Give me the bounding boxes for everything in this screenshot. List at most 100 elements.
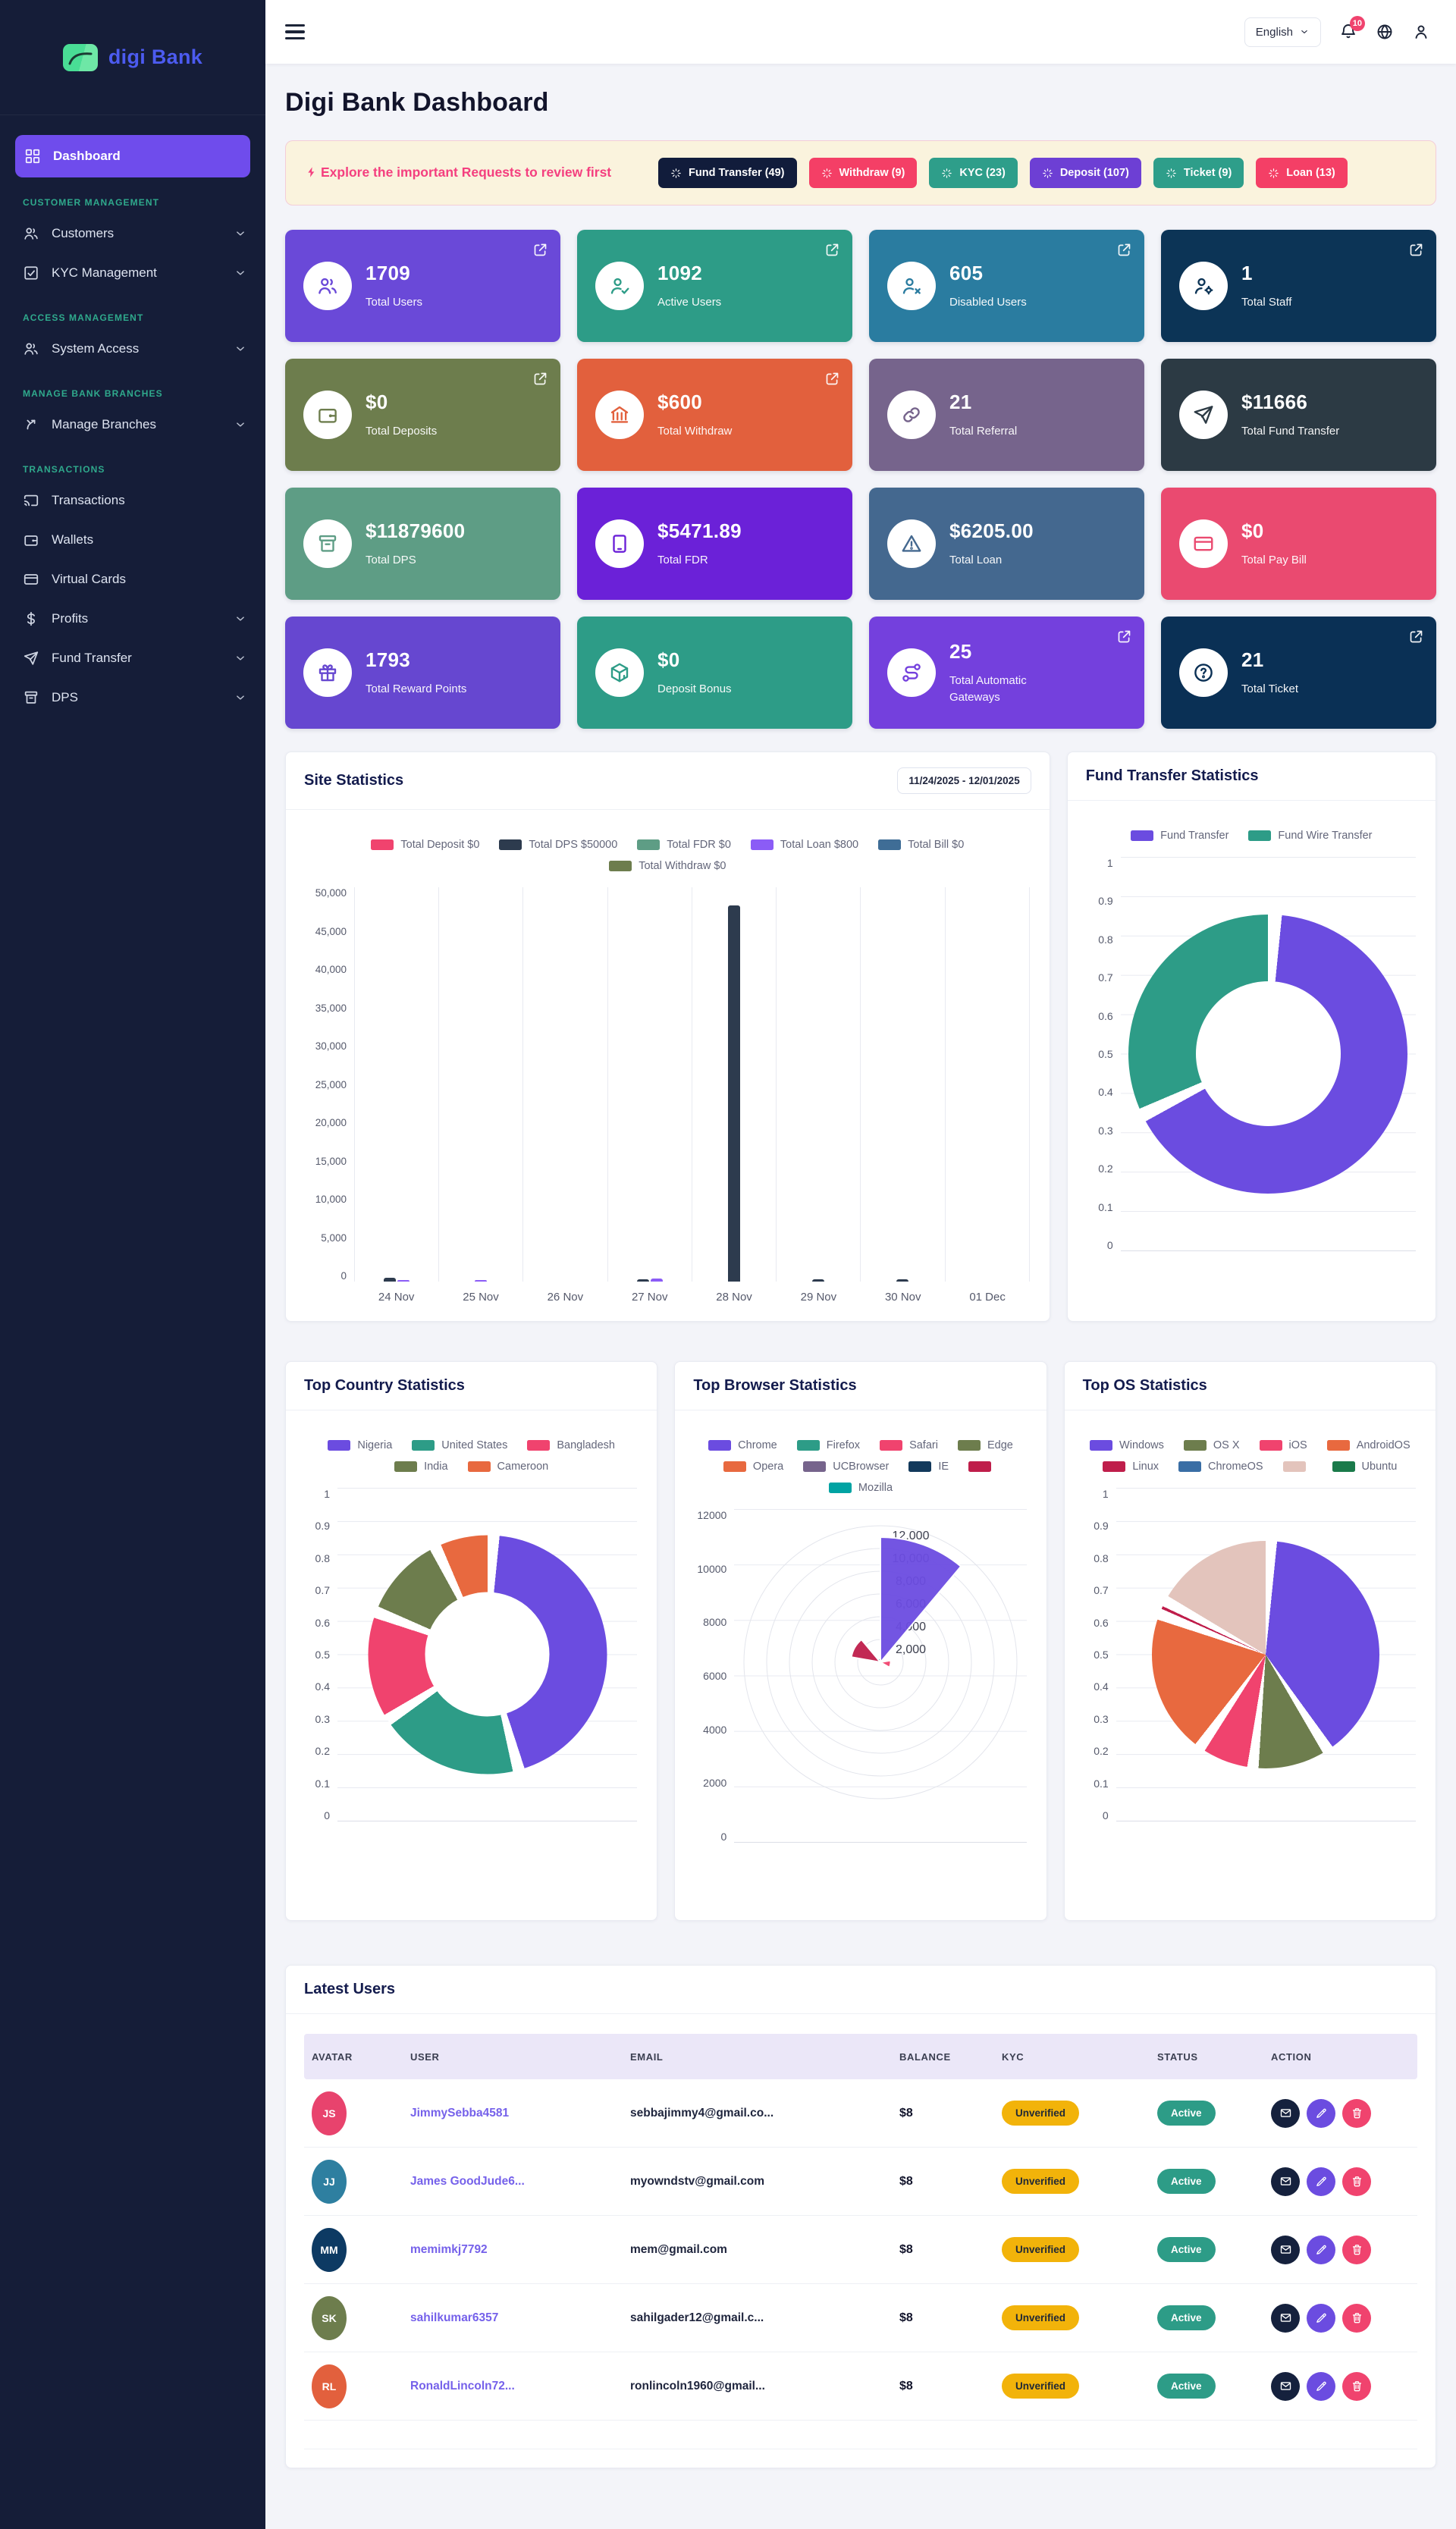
legend-item[interactable]: Linux	[1103, 1461, 1159, 1473]
legend-item[interactable]: Total DPS $50000	[499, 839, 617, 851]
legend-swatch	[412, 1440, 435, 1451]
bar-segment	[636, 1279, 649, 1282]
legend-item[interactable]: Opera	[723, 1461, 783, 1473]
envelope-action-button[interactable]	[1271, 2303, 1300, 2333]
legend-item[interactable]: Safari	[880, 1439, 938, 1451]
request-button-fund-transfer-49-[interactable]: Fund Transfer (49)	[658, 158, 797, 188]
legend-item[interactable]: Total Withdraw $0	[609, 860, 726, 872]
menu-toggle-icon[interactable]	[285, 24, 305, 39]
user-link[interactable]: James GoodJude6...	[410, 2174, 525, 2188]
sidebar-item-kyc-management[interactable]: KYC Management	[0, 253, 265, 293]
stat-card-active-users: 1092 Active Users	[577, 230, 852, 342]
legend-item[interactable]: Firefox	[796, 1439, 860, 1451]
sidebar-item-wallets[interactable]: Wallets	[0, 520, 265, 560]
profile-button[interactable]	[1412, 23, 1430, 41]
sidebar-item-fund-transfer[interactable]: Fund Transfer	[0, 639, 265, 678]
request-button-kyc-23-[interactable]: KYC (23)	[929, 158, 1018, 188]
legend-item[interactable]: United States	[412, 1439, 507, 1451]
trash-action-button[interactable]	[1342, 2098, 1371, 2128]
legend-item[interactable]: Nigeria	[328, 1439, 392, 1451]
legend-item[interactable]: Total Deposit $0	[371, 839, 479, 851]
sidebar-item-manage-branches[interactable]: Manage Branches	[0, 405, 265, 444]
notifications-button[interactable]: 10	[1339, 16, 1365, 41]
external-link-icon[interactable]	[1116, 242, 1132, 258]
user-link[interactable]: RonaldLincoln72...	[410, 2379, 515, 2393]
legend-item[interactable]: IE	[908, 1461, 949, 1473]
external-link-icon[interactable]	[824, 371, 840, 387]
language-selector[interactable]: English	[1244, 17, 1321, 47]
charts-row-2: Top Country Statistics Nigeria United Sta…	[285, 1361, 1436, 1921]
request-button-deposit-107-[interactable]: Deposit (107)	[1029, 158, 1141, 188]
axis-tick-label: 1	[1102, 1488, 1109, 1500]
request-button-ticket-9-[interactable]: Ticket (9)	[1153, 158, 1244, 188]
external-link-icon[interactable]	[1408, 242, 1424, 258]
sidebar-item-transactions[interactable]: Transactions	[0, 481, 265, 520]
legend-item[interactable]: Bangladesh	[527, 1439, 615, 1451]
pencil-action-button[interactable]	[1307, 2098, 1335, 2128]
sidebar-item-dashboard[interactable]: Dashboard	[15, 135, 250, 177]
sidebar-item-virtual-cards[interactable]: Virtual Cards	[0, 560, 265, 599]
legend-item[interactable]: Total Loan $800	[750, 839, 859, 851]
legend-item[interactable]: Fund Wire Transfer	[1248, 830, 1373, 842]
pencil-action-button[interactable]	[1307, 2167, 1335, 2196]
sidebar-item-profits[interactable]: Profits	[0, 599, 265, 639]
request-button-withdraw-9-[interactable]: Withdraw (9)	[808, 158, 918, 188]
request-button-loan-13-[interactable]: Loan (13)	[1256, 158, 1348, 188]
trash-action-button[interactable]	[1342, 2303, 1371, 2333]
legend-item[interactable]: India	[394, 1461, 448, 1473]
sidebar-item-label: Manage Branches	[52, 417, 156, 431]
main-area: English 10 Digi Bank Dashboard	[265, 0, 1456, 2529]
legend-item[interactable]: Edge	[957, 1439, 1013, 1451]
legend-item[interactable]: ChromeOS	[1178, 1461, 1263, 1473]
x-axis-label: 30 Nov	[884, 1291, 921, 1304]
legend-item[interactable]: iOS	[1259, 1439, 1307, 1451]
axis-tick-label: 0.5	[1094, 1648, 1109, 1661]
pencil-icon	[1315, 2107, 1328, 2120]
user-link[interactable]: JimmySebba4581	[410, 2106, 510, 2120]
legend-item[interactable]	[1282, 1461, 1313, 1473]
legend-item[interactable]: Ubuntu	[1332, 1461, 1397, 1473]
user-check-icon	[608, 275, 631, 297]
sidebar-item-dps[interactable]: DPS	[0, 678, 265, 717]
brand-logo[interactable]: digi Bank	[0, 0, 265, 115]
legend-item[interactable]: Windows	[1090, 1439, 1164, 1451]
external-link-icon[interactable]	[532, 371, 548, 387]
envelope-action-button[interactable]	[1271, 2371, 1300, 2401]
user-link[interactable]: memimkj7792	[410, 2242, 488, 2256]
legend-item[interactable]: Chrome	[708, 1439, 777, 1451]
axis-tick-label: 10,000	[315, 1194, 347, 1205]
legend-item[interactable]	[968, 1461, 998, 1473]
row-actions	[1271, 2167, 1410, 2196]
trash-action-button[interactable]	[1342, 2167, 1371, 2196]
legend-item[interactable]: Total Bill $0	[878, 839, 964, 851]
external-link-icon[interactable]	[1116, 629, 1132, 645]
legend-item[interactable]: UCBrowser	[803, 1461, 889, 1473]
sidebar-item-system-access[interactable]: System Access	[0, 329, 265, 369]
legend-label: Total Loan $800	[780, 839, 859, 851]
envelope-action-button[interactable]	[1271, 2235, 1300, 2264]
legend-item[interactable]: Cameroon	[467, 1461, 548, 1473]
legend-item[interactable]: AndroidOS	[1326, 1439, 1410, 1451]
envelope-action-button[interactable]	[1271, 2167, 1300, 2196]
legend-item[interactable]: Total FDR $0	[637, 839, 731, 851]
legend-swatch	[1183, 1440, 1207, 1451]
legend-label: Fund Transfer	[1160, 830, 1229, 842]
pencil-action-button[interactable]	[1307, 2371, 1335, 2401]
legend-item[interactable]: OS X	[1183, 1439, 1240, 1451]
external-link-icon[interactable]	[1408, 629, 1424, 645]
envelope-action-button[interactable]	[1271, 2098, 1300, 2128]
legend-item[interactable]: Fund Transfer	[1131, 830, 1228, 842]
sidebar-item-customers[interactable]: Customers	[0, 214, 265, 253]
external-link-icon[interactable]	[824, 242, 840, 258]
date-range-picker[interactable]: 11/24/2025 - 12/01/2025	[897, 767, 1031, 794]
pencil-action-button[interactable]	[1307, 2303, 1335, 2333]
site-link-button[interactable]	[1376, 23, 1394, 41]
legend-item[interactable]: Mozilla	[828, 1482, 893, 1494]
legend-swatch	[1090, 1440, 1113, 1451]
external-link-icon[interactable]	[532, 242, 548, 258]
trash-action-button[interactable]	[1342, 2235, 1371, 2264]
user-link[interactable]: sahilkumar6357	[410, 2311, 499, 2324]
pencil-action-button[interactable]	[1307, 2235, 1335, 2264]
legend-label: Bangladesh	[557, 1439, 615, 1451]
trash-action-button[interactable]	[1342, 2371, 1371, 2401]
